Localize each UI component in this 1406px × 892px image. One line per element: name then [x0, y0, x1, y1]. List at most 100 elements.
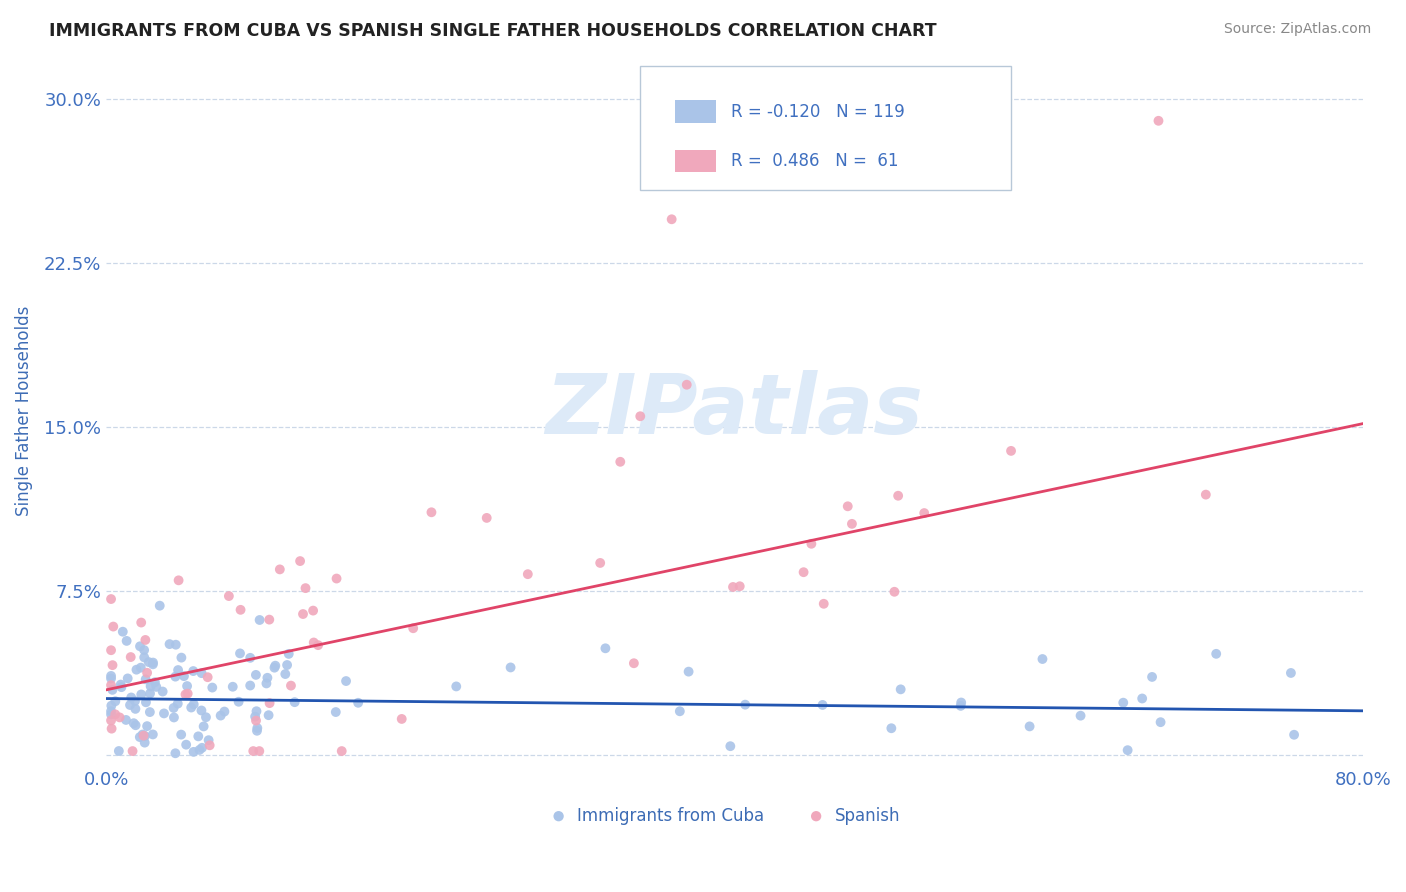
Text: R =  0.486   N =  61: R = 0.486 N = 61: [731, 153, 898, 170]
Point: [1018, 719, 1040, 733]
Point: [274, 667, 297, 681]
Point: [165, 746, 187, 760]
Point: [129, 615, 152, 630]
Point: [174, 738, 197, 752]
Point: [115, 713, 138, 727]
Point: [201, 681, 224, 695]
Point: [259, 696, 281, 710]
Point: [912, 506, 935, 520]
Bar: [675, 150, 716, 172]
Point: [134, 643, 156, 657]
Point: [100, 592, 122, 607]
Point: [197, 733, 219, 747]
Point: [1112, 696, 1135, 710]
Point: [128, 730, 150, 744]
Point: [1205, 647, 1227, 661]
Point: [264, 658, 287, 673]
Point: [1000, 443, 1022, 458]
Point: [335, 674, 357, 689]
Point: [813, 597, 835, 611]
Point: [191, 740, 214, 755]
Point: [174, 688, 197, 702]
Point: [131, 727, 153, 741]
Point: [288, 554, 311, 568]
Point: [193, 719, 215, 733]
Point: [162, 701, 184, 715]
Point: [475, 511, 498, 525]
Text: Source: ZipAtlas.com: Source: ZipAtlas.com: [1223, 22, 1371, 37]
Point: [269, 562, 291, 576]
Point: [243, 709, 266, 723]
Point: [325, 705, 347, 719]
Point: [516, 567, 538, 582]
Point: [124, 718, 146, 732]
Point: [242, 744, 264, 758]
Point: [121, 744, 143, 758]
Point: [142, 657, 165, 672]
Point: [190, 704, 212, 718]
Point: [276, 658, 298, 673]
Point: [391, 712, 413, 726]
Point: [136, 665, 159, 680]
Point: [245, 714, 267, 728]
Point: [101, 682, 124, 697]
Point: [222, 680, 245, 694]
Point: [277, 647, 299, 661]
Point: [125, 663, 148, 677]
Point: [135, 695, 157, 709]
Point: [239, 650, 262, 665]
Point: [100, 707, 122, 722]
Point: [100, 669, 122, 683]
Point: [249, 613, 271, 627]
Point: [880, 721, 903, 735]
Point: [100, 672, 122, 686]
Point: [837, 500, 859, 514]
Point: [167, 574, 190, 588]
Point: [132, 729, 155, 743]
Point: [257, 708, 280, 723]
Point: [145, 680, 167, 694]
Point: [256, 671, 278, 685]
Point: [499, 660, 522, 674]
Point: [209, 708, 232, 723]
Point: [628, 409, 651, 424]
Point: [100, 643, 122, 657]
Point: [187, 730, 209, 744]
Point: [115, 634, 138, 648]
Point: [609, 455, 631, 469]
Point: [100, 704, 122, 718]
Text: ZIPatlas: ZIPatlas: [546, 370, 924, 451]
Point: [142, 727, 165, 741]
Point: [129, 660, 152, 674]
Point: [110, 680, 132, 694]
Point: [163, 710, 186, 724]
Point: [180, 700, 202, 714]
Point: [229, 646, 252, 660]
Point: [734, 698, 756, 712]
Point: [139, 705, 162, 719]
Point: [149, 599, 172, 613]
Text: Spanish: Spanish: [835, 807, 900, 825]
Point: [259, 613, 281, 627]
Point: [134, 736, 156, 750]
Point: [721, 580, 744, 594]
Point: [1279, 665, 1302, 680]
Point: [239, 679, 262, 693]
Point: [214, 705, 236, 719]
Point: [811, 698, 834, 712]
Point: [129, 688, 152, 702]
Point: [950, 696, 973, 710]
Point: [589, 556, 612, 570]
Point: [218, 589, 240, 603]
Point: [1070, 708, 1092, 723]
Point: [595, 641, 617, 656]
Point: [887, 489, 910, 503]
Point: [120, 690, 142, 705]
Point: [100, 698, 122, 713]
Point: [101, 658, 124, 673]
Point: [263, 661, 285, 675]
Y-axis label: Single Father Households: Single Father Households: [15, 306, 32, 516]
Point: [139, 679, 162, 693]
Point: [347, 696, 370, 710]
Point: [124, 694, 146, 708]
